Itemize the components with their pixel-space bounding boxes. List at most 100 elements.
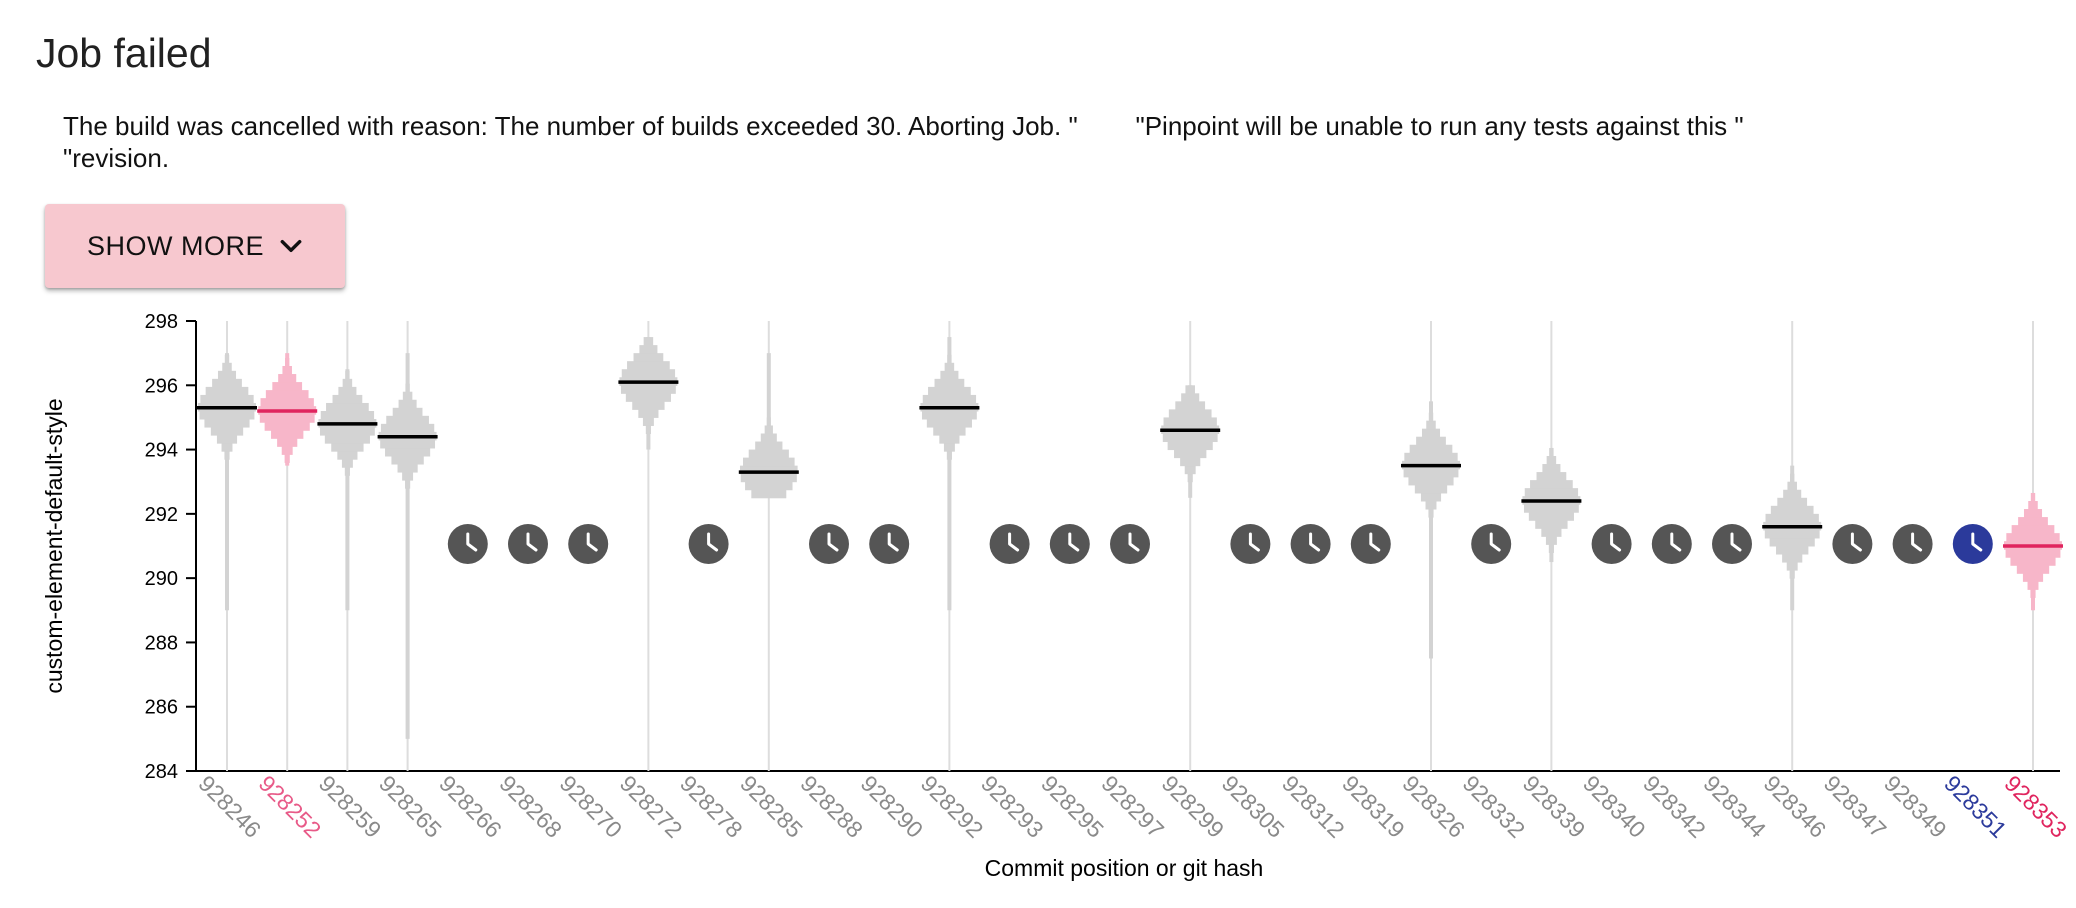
clock-hands — [1068, 532, 1080, 552]
sample-bin — [2030, 589, 2036, 598]
sample-bin — [933, 427, 966, 436]
sample-bin — [1409, 444, 1453, 454]
x-tick-label: 928272 — [615, 770, 688, 843]
sample-bin — [1428, 412, 1434, 422]
sample-bin — [1162, 433, 1218, 443]
sample-bin — [1408, 476, 1454, 486]
sample-bin — [386, 415, 429, 425]
x-tick-label: 928293 — [976, 770, 1049, 843]
sample-bin — [341, 459, 353, 468]
sample-bin — [755, 441, 783, 451]
sample-distribution — [739, 321, 798, 771]
y-tick-label: 294 — [145, 440, 178, 462]
pending-clock-icon — [1110, 524, 1150, 564]
pending-clock-icon — [809, 524, 849, 564]
sample-bin — [2010, 557, 2056, 566]
sample-bin — [1770, 505, 1814, 515]
show-more-label: SHOW MORE — [87, 230, 264, 261]
sample-bin — [921, 411, 977, 420]
x-tick-label: 928349 — [1879, 770, 1952, 843]
sample-bin — [751, 489, 787, 499]
x-tick-label: 928268 — [494, 770, 567, 843]
sample-bin — [212, 378, 242, 388]
sample-bin — [259, 414, 315, 423]
sample-bin — [627, 361, 670, 370]
clock-hands — [1309, 532, 1321, 552]
sample-bin — [385, 447, 431, 457]
sample-bin — [1545, 536, 1557, 545]
sample-bin — [319, 427, 375, 436]
sample-bin — [2011, 525, 2055, 534]
sample-bin — [380, 439, 436, 449]
sample-distribution — [318, 321, 377, 771]
sample-bin — [2027, 581, 2039, 590]
x-tick-label: 928344 — [1698, 770, 1771, 843]
clock-hands — [887, 532, 899, 552]
pending-clock-icon — [508, 524, 548, 564]
sample-bin — [2023, 509, 2043, 518]
sample-distribution — [198, 321, 256, 771]
sample-bin — [944, 362, 955, 372]
page-title: Job failed — [36, 30, 212, 76]
sample-bin — [264, 422, 310, 431]
x-tick-label: 928246 — [193, 770, 266, 843]
x-tick-label: 928326 — [1397, 770, 1470, 843]
x-tick-label: 928346 — [1759, 770, 1832, 843]
y-tick-label: 284 — [145, 761, 178, 783]
sample-bin — [939, 435, 960, 444]
sample-bin — [2028, 501, 2038, 510]
sample-bin — [748, 449, 789, 459]
sample-bin — [934, 378, 965, 388]
x-tick-label: 928347 — [1819, 770, 1892, 843]
error-message: The build was cancelled with reason: The… — [63, 111, 1744, 173]
sample-bin — [1764, 529, 1820, 539]
clock-hands — [1489, 532, 1501, 552]
sample-bin — [338, 386, 357, 396]
sample-distribution — [378, 321, 437, 771]
x-tick-label: 928285 — [735, 770, 808, 843]
sample-bin — [1404, 452, 1458, 462]
sample-bin — [1523, 504, 1579, 513]
x-tick-label: 928259 — [314, 770, 387, 843]
sample-bin — [344, 467, 350, 476]
clock-hands — [1128, 532, 1140, 552]
sample-bin — [217, 370, 237, 380]
sample-bin — [639, 345, 658, 354]
sample-bin — [1181, 393, 1200, 402]
sample-distribution — [258, 321, 317, 771]
sample-bin — [1184, 465, 1196, 475]
pending-clock-icon — [1471, 524, 1512, 564]
x-tick-label: 928319 — [1337, 770, 1410, 843]
sample-bin — [642, 417, 654, 426]
sample-bin — [216, 435, 238, 444]
sample-bin — [402, 472, 414, 481]
sample-bin — [326, 402, 369, 412]
sample-bin — [405, 480, 411, 489]
sample-bin — [740, 473, 797, 483]
sample-bin — [1425, 501, 1437, 510]
sample-distribution — [920, 321, 979, 771]
sample-bin — [271, 430, 304, 439]
sample-distribution — [1763, 321, 1822, 771]
sample-bin — [1185, 385, 1195, 394]
pending-clock-icon — [1832, 524, 1873, 564]
sample-bin — [205, 386, 249, 396]
pending-clock-icon — [1290, 524, 1331, 564]
y-tick-label: 288 — [145, 632, 178, 654]
pending-clock-icon — [1230, 524, 1271, 564]
clock-hands — [586, 532, 598, 552]
chart-labels: 9282469282529282599282659282669282689282… — [193, 770, 2072, 843]
sample-bin — [1426, 420, 1436, 430]
sample-distribution — [619, 321, 678, 771]
sample-distribution — [1402, 321, 1460, 771]
sample-bin — [210, 427, 244, 436]
sample-stem — [345, 369, 350, 611]
sample-bin — [284, 454, 290, 463]
show-more-button[interactable]: SHOW MORE — [45, 204, 345, 288]
sample-bin — [402, 391, 413, 401]
sample-distribution — [1161, 321, 1220, 771]
sample-bin — [947, 354, 952, 364]
sample-bin — [1783, 489, 1802, 499]
sample-bin — [638, 409, 659, 418]
clock-hands — [1850, 532, 1862, 552]
